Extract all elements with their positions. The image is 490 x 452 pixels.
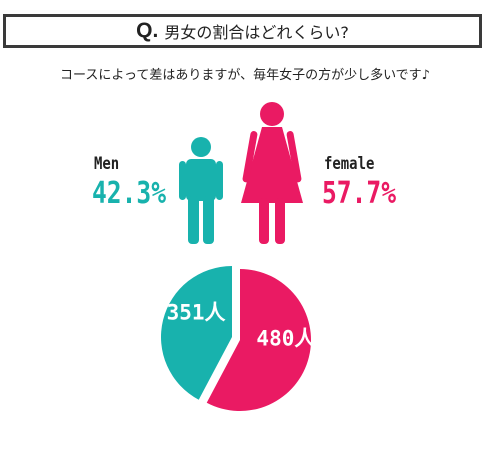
female-percent-label: 57.7% (322, 176, 397, 211)
men-legend-label: Men (94, 154, 120, 174)
subtitle: コースによって差はありますが、毎年女子の方が少し多いです♪ (60, 68, 430, 83)
pie-chart (161, 266, 311, 412)
men-count-label: 351人 (167, 301, 226, 325)
pie-slice-men (161, 266, 232, 400)
female-legend-label: female (324, 154, 375, 174)
female-count-label: 480人 (256, 326, 315, 350)
male-figure-icon (179, 137, 223, 244)
question-text: 男女の割合はどれくらい? (164, 23, 349, 42)
question-mark: Q. (136, 19, 159, 42)
pie-slice-female (206, 269, 311, 412)
female-figure-icon (241, 102, 303, 244)
men-percent-label: 42.3% (92, 176, 167, 211)
question-box: Q. 男女の割合はどれくらい? (3, 14, 482, 48)
